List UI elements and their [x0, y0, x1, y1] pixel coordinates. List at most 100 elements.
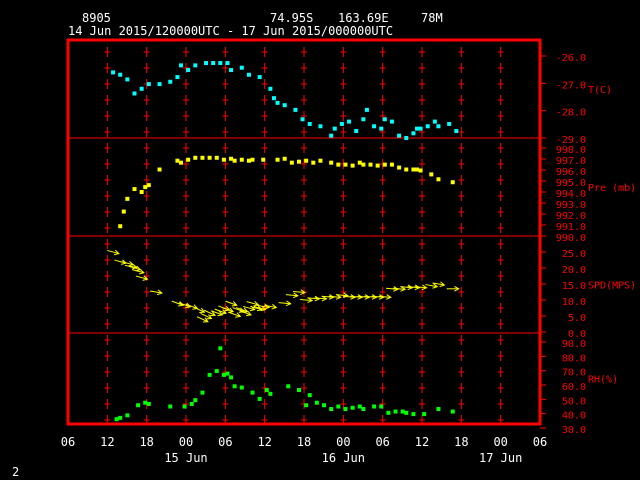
wind-arrow-head — [386, 294, 392, 300]
wind-arrow-head — [142, 275, 149, 281]
pressure-point — [318, 158, 323, 163]
y-tick-label: 40.0 — [562, 411, 586, 422]
wind-arrow-shaft — [214, 308, 227, 314]
y-tick-label: 80.0 — [562, 353, 586, 364]
temp-point — [125, 77, 130, 82]
y-tick-label: 990.0 — [556, 233, 586, 244]
wind-arrow-shaft — [232, 307, 245, 313]
pressure-point — [404, 167, 409, 172]
y-tick-label: 996.0 — [556, 167, 586, 178]
temp-point — [414, 126, 419, 131]
temp-point — [282, 103, 287, 108]
temp-point — [271, 96, 276, 101]
y-tick-label: 997.0 — [556, 156, 586, 167]
wind-arrow-head — [343, 292, 349, 299]
y-tick-label: 10.0 — [562, 297, 586, 308]
pressure-point — [382, 162, 387, 167]
pressure-point — [221, 157, 226, 162]
time-range: 14 Jun 2015/120000UTC - 17 Jun 2015/0000… — [68, 24, 393, 38]
pressure-point — [132, 187, 137, 192]
pressure-point — [229, 156, 234, 161]
panel-label-temp: T(C) — [588, 85, 612, 96]
y-tick-label: -29.0 — [556, 135, 586, 146]
temp-point — [146, 82, 151, 87]
rh-point — [221, 372, 226, 377]
pressure-point — [375, 163, 380, 168]
wind-arrow-shaft — [257, 304, 270, 308]
pressure-point — [250, 157, 255, 162]
wind-arrow-shaft — [393, 287, 406, 290]
temp-point — [397, 133, 402, 138]
pressure-point — [193, 155, 198, 160]
wind-arrow-head — [260, 305, 267, 312]
x-tick-label: 06 — [375, 435, 389, 449]
pressure-point — [207, 155, 212, 160]
wind-arrow-shaft — [364, 295, 377, 298]
temp-point — [246, 72, 251, 77]
y-tick-label: 995.0 — [556, 178, 586, 189]
wind-arrow-shaft — [210, 310, 223, 316]
pressure-point — [329, 160, 334, 165]
x-date-label: 17 Jun — [479, 451, 522, 465]
temp-point — [454, 128, 459, 133]
temp-point — [118, 72, 123, 77]
temp-point — [425, 124, 430, 129]
temp-point — [347, 119, 352, 124]
pressure-point — [118, 224, 123, 229]
rh-point — [286, 384, 291, 389]
wind-arrow-head — [210, 311, 216, 317]
wind-arrow-shaft — [425, 284, 438, 288]
rh-point — [225, 371, 230, 376]
wind-arrow-shaft — [239, 310, 252, 316]
x-tick-label: 18 — [454, 435, 468, 449]
pressure-point — [143, 185, 148, 190]
pressure-point — [282, 156, 287, 161]
wind-arrow-shaft — [328, 295, 341, 298]
wind-arrow-shaft — [178, 302, 191, 308]
temp-point — [436, 124, 441, 129]
pressure-point — [178, 160, 183, 165]
rh-point — [250, 390, 255, 395]
wind-arrow-head — [138, 268, 145, 275]
rh-point — [214, 369, 219, 374]
pressure-point — [214, 155, 219, 160]
temp-point — [257, 75, 262, 80]
x-tick-label: 00 — [179, 435, 193, 449]
frame-border — [66, 38, 542, 426]
pressure-point — [450, 180, 455, 185]
rh-point — [379, 404, 384, 409]
wind-arrow-shaft — [307, 297, 320, 300]
rh-point — [386, 410, 391, 415]
rh-point — [182, 404, 187, 409]
x-tick-label: 12 — [100, 435, 114, 449]
wind-arrow-head — [371, 294, 378, 300]
temp-point — [225, 61, 230, 66]
wind-arrow-shaft — [335, 294, 348, 297]
wind-arrow-shaft — [264, 304, 277, 308]
wind-arrow-head — [293, 292, 299, 299]
panel-label-wind: SPD(MPS) — [588, 281, 636, 292]
rh-point — [411, 412, 416, 417]
wind-arrow-shaft — [243, 305, 255, 311]
pressure-point — [246, 158, 251, 163]
rh-point — [232, 384, 237, 389]
wind-arrow-head — [407, 284, 414, 291]
wind-arrow-shaft — [132, 269, 145, 274]
x-date-label: 15 Jun — [164, 451, 207, 465]
x-tick-label: 18 — [297, 435, 311, 449]
wind-arrow-head — [321, 295, 328, 302]
rh-point — [329, 407, 334, 412]
rh-point — [229, 375, 234, 380]
pressure-point — [397, 165, 402, 170]
page-number: 2 — [12, 465, 19, 479]
temp-point — [339, 121, 344, 126]
y-tick-label: 60.0 — [562, 382, 586, 393]
wind-arrow-head — [113, 249, 120, 256]
wind-arrow-head — [231, 301, 238, 307]
temp-point — [382, 117, 387, 122]
wind-arrow-head — [206, 314, 213, 320]
y-tick-label: -26.0 — [556, 53, 586, 64]
temp-point — [211, 61, 216, 66]
